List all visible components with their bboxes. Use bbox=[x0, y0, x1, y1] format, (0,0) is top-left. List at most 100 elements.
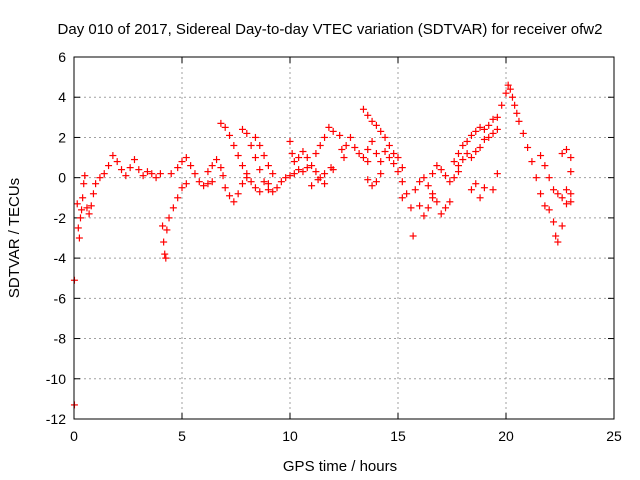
data-point bbox=[208, 178, 216, 186]
data-point bbox=[463, 137, 471, 145]
data-point bbox=[159, 222, 167, 230]
data-point bbox=[221, 123, 229, 131]
data-point bbox=[433, 162, 441, 170]
data-point bbox=[390, 150, 398, 158]
data-point bbox=[299, 148, 307, 156]
data-point bbox=[524, 144, 532, 151]
data-point bbox=[467, 186, 475, 194]
grid-lines bbox=[74, 57, 614, 419]
data-point bbox=[219, 172, 227, 180]
data-point bbox=[312, 168, 320, 176]
data-point bbox=[230, 198, 238, 206]
y-tick-label: 4 bbox=[58, 89, 66, 105]
data-point bbox=[161, 250, 169, 258]
data-point bbox=[247, 178, 255, 186]
data-point bbox=[398, 164, 406, 172]
data-point bbox=[381, 133, 389, 141]
data-point bbox=[513, 109, 521, 117]
data-point bbox=[156, 170, 164, 178]
data-point bbox=[437, 210, 445, 218]
data-point bbox=[446, 178, 454, 186]
data-point bbox=[135, 166, 143, 174]
data-point bbox=[394, 154, 402, 162]
data-point bbox=[290, 158, 298, 166]
data-point bbox=[243, 129, 251, 137]
data-point bbox=[368, 117, 376, 125]
data-point bbox=[385, 141, 393, 149]
data-point bbox=[87, 202, 95, 210]
data-point bbox=[506, 85, 514, 93]
data-point bbox=[226, 131, 234, 139]
data-point bbox=[191, 170, 199, 178]
data-point bbox=[195, 178, 203, 186]
data-point bbox=[321, 180, 329, 188]
data-point bbox=[528, 158, 536, 166]
chart-title: Day 010 of 2017, Sidereal Day-to-day VTE… bbox=[58, 21, 603, 38]
data-point bbox=[75, 234, 83, 242]
data-point bbox=[446, 198, 454, 206]
data-point bbox=[537, 152, 545, 160]
data-point bbox=[182, 180, 190, 188]
data-point bbox=[238, 180, 246, 188]
data-point bbox=[409, 232, 417, 240]
data-point bbox=[187, 162, 195, 170]
data-point bbox=[472, 127, 480, 135]
data-point bbox=[416, 202, 424, 210]
data-point bbox=[562, 146, 570, 154]
data-point bbox=[213, 156, 221, 164]
data-point bbox=[204, 180, 212, 188]
data-point bbox=[269, 188, 277, 196]
data-point bbox=[264, 180, 272, 188]
data-point bbox=[286, 172, 294, 180]
data-point bbox=[208, 162, 216, 170]
y-tick-label: 0 bbox=[58, 170, 66, 186]
data-point bbox=[286, 137, 294, 145]
data-point bbox=[81, 172, 89, 180]
data-point bbox=[493, 113, 501, 121]
data-point bbox=[420, 212, 428, 220]
y-tick-label: 6 bbox=[58, 49, 66, 65]
data-point bbox=[554, 190, 562, 198]
data-point bbox=[398, 178, 406, 186]
data-point bbox=[437, 166, 445, 174]
data-point bbox=[489, 115, 497, 123]
tick-labels: 0 5 10 15 20 25 -12 -10 -8 -6 -4 -2 0 2 4 6 bbox=[46, 49, 622, 444]
data-point bbox=[200, 182, 208, 190]
data-point bbox=[489, 186, 497, 194]
data-point bbox=[372, 178, 380, 186]
data-point bbox=[459, 141, 467, 149]
data-point bbox=[230, 141, 238, 149]
data-point bbox=[204, 168, 212, 176]
data-point bbox=[109, 152, 117, 160]
data-point bbox=[550, 186, 558, 194]
data-point bbox=[485, 133, 493, 141]
data-point bbox=[364, 146, 372, 154]
y-tick-label: 2 bbox=[58, 129, 66, 145]
data-point bbox=[217, 164, 225, 172]
data-point bbox=[472, 180, 480, 188]
data-point bbox=[295, 154, 303, 162]
data-point bbox=[377, 127, 385, 135]
data-point bbox=[433, 198, 441, 206]
data-point bbox=[342, 141, 350, 149]
data-point bbox=[394, 168, 402, 176]
data-point bbox=[96, 174, 104, 182]
data-point bbox=[303, 164, 311, 172]
data-point bbox=[359, 105, 367, 113]
data-point bbox=[256, 166, 264, 174]
data-point bbox=[264, 186, 272, 194]
data-point bbox=[89, 190, 97, 198]
data-point bbox=[450, 174, 458, 182]
data-point bbox=[377, 158, 385, 166]
data-point bbox=[504, 81, 512, 89]
data-point bbox=[234, 152, 242, 160]
data-point bbox=[74, 224, 82, 232]
data-point bbox=[217, 119, 225, 127]
data-point bbox=[508, 93, 516, 101]
y-tick-label: -6 bbox=[54, 290, 67, 306]
data-point bbox=[122, 172, 130, 180]
data-point bbox=[256, 141, 264, 149]
data-point bbox=[545, 206, 553, 214]
data-point bbox=[260, 152, 268, 160]
data-point bbox=[476, 194, 484, 202]
